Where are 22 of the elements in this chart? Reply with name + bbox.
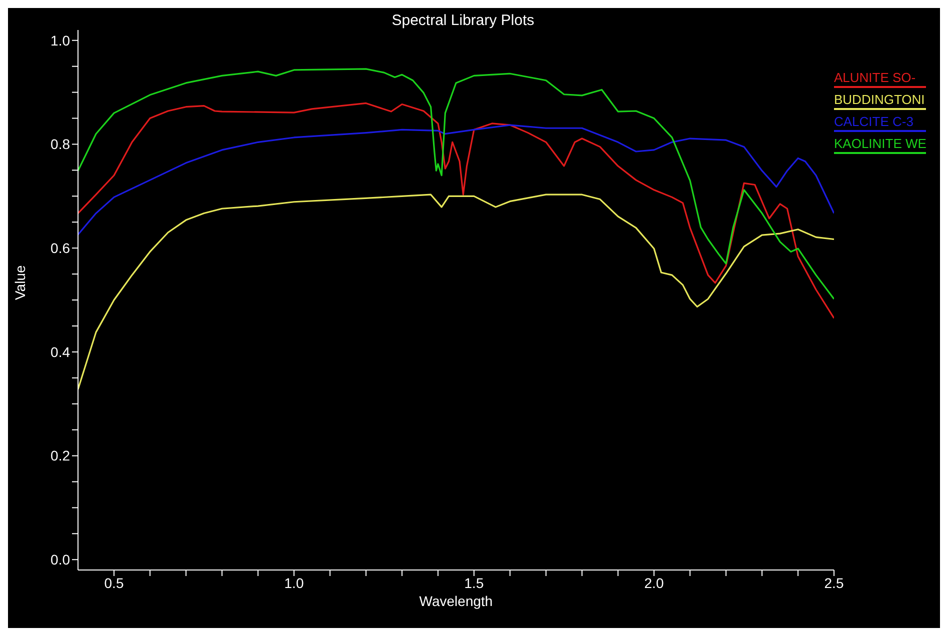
chart-title: Spectral Library Plots [390,12,536,29]
text: CALCITE C-3 [834,114,926,132]
text: BUDDINGTONI [834,92,926,110]
text: ALUNITE SO- [834,70,926,88]
x-tick-label: 1.5 [464,574,484,591]
y-tick-label: 0.6 [50,240,70,256]
y-tick-label: 0.0 [50,552,70,568]
y-tick-label: 0.2 [50,448,70,464]
text: KAOLINITE WE [834,136,926,154]
x-tick-label: 2.5 [824,574,844,591]
line-series [78,68,834,300]
line-series [78,194,834,390]
x-tick-label: 1.0 [284,574,304,591]
y-tick-label: 0.8 [50,136,70,152]
y-tick-label: 0.4 [50,344,70,360]
x-tick-label: 2.0 [644,574,664,591]
x-axis-title: Wavelength [419,593,493,609]
line-series [78,124,834,236]
x-tick-label: 0.5 [104,574,124,591]
y-tick-label: 1.0 [50,32,70,48]
line-series [78,102,834,319]
y-axis-title: Value [12,265,28,300]
